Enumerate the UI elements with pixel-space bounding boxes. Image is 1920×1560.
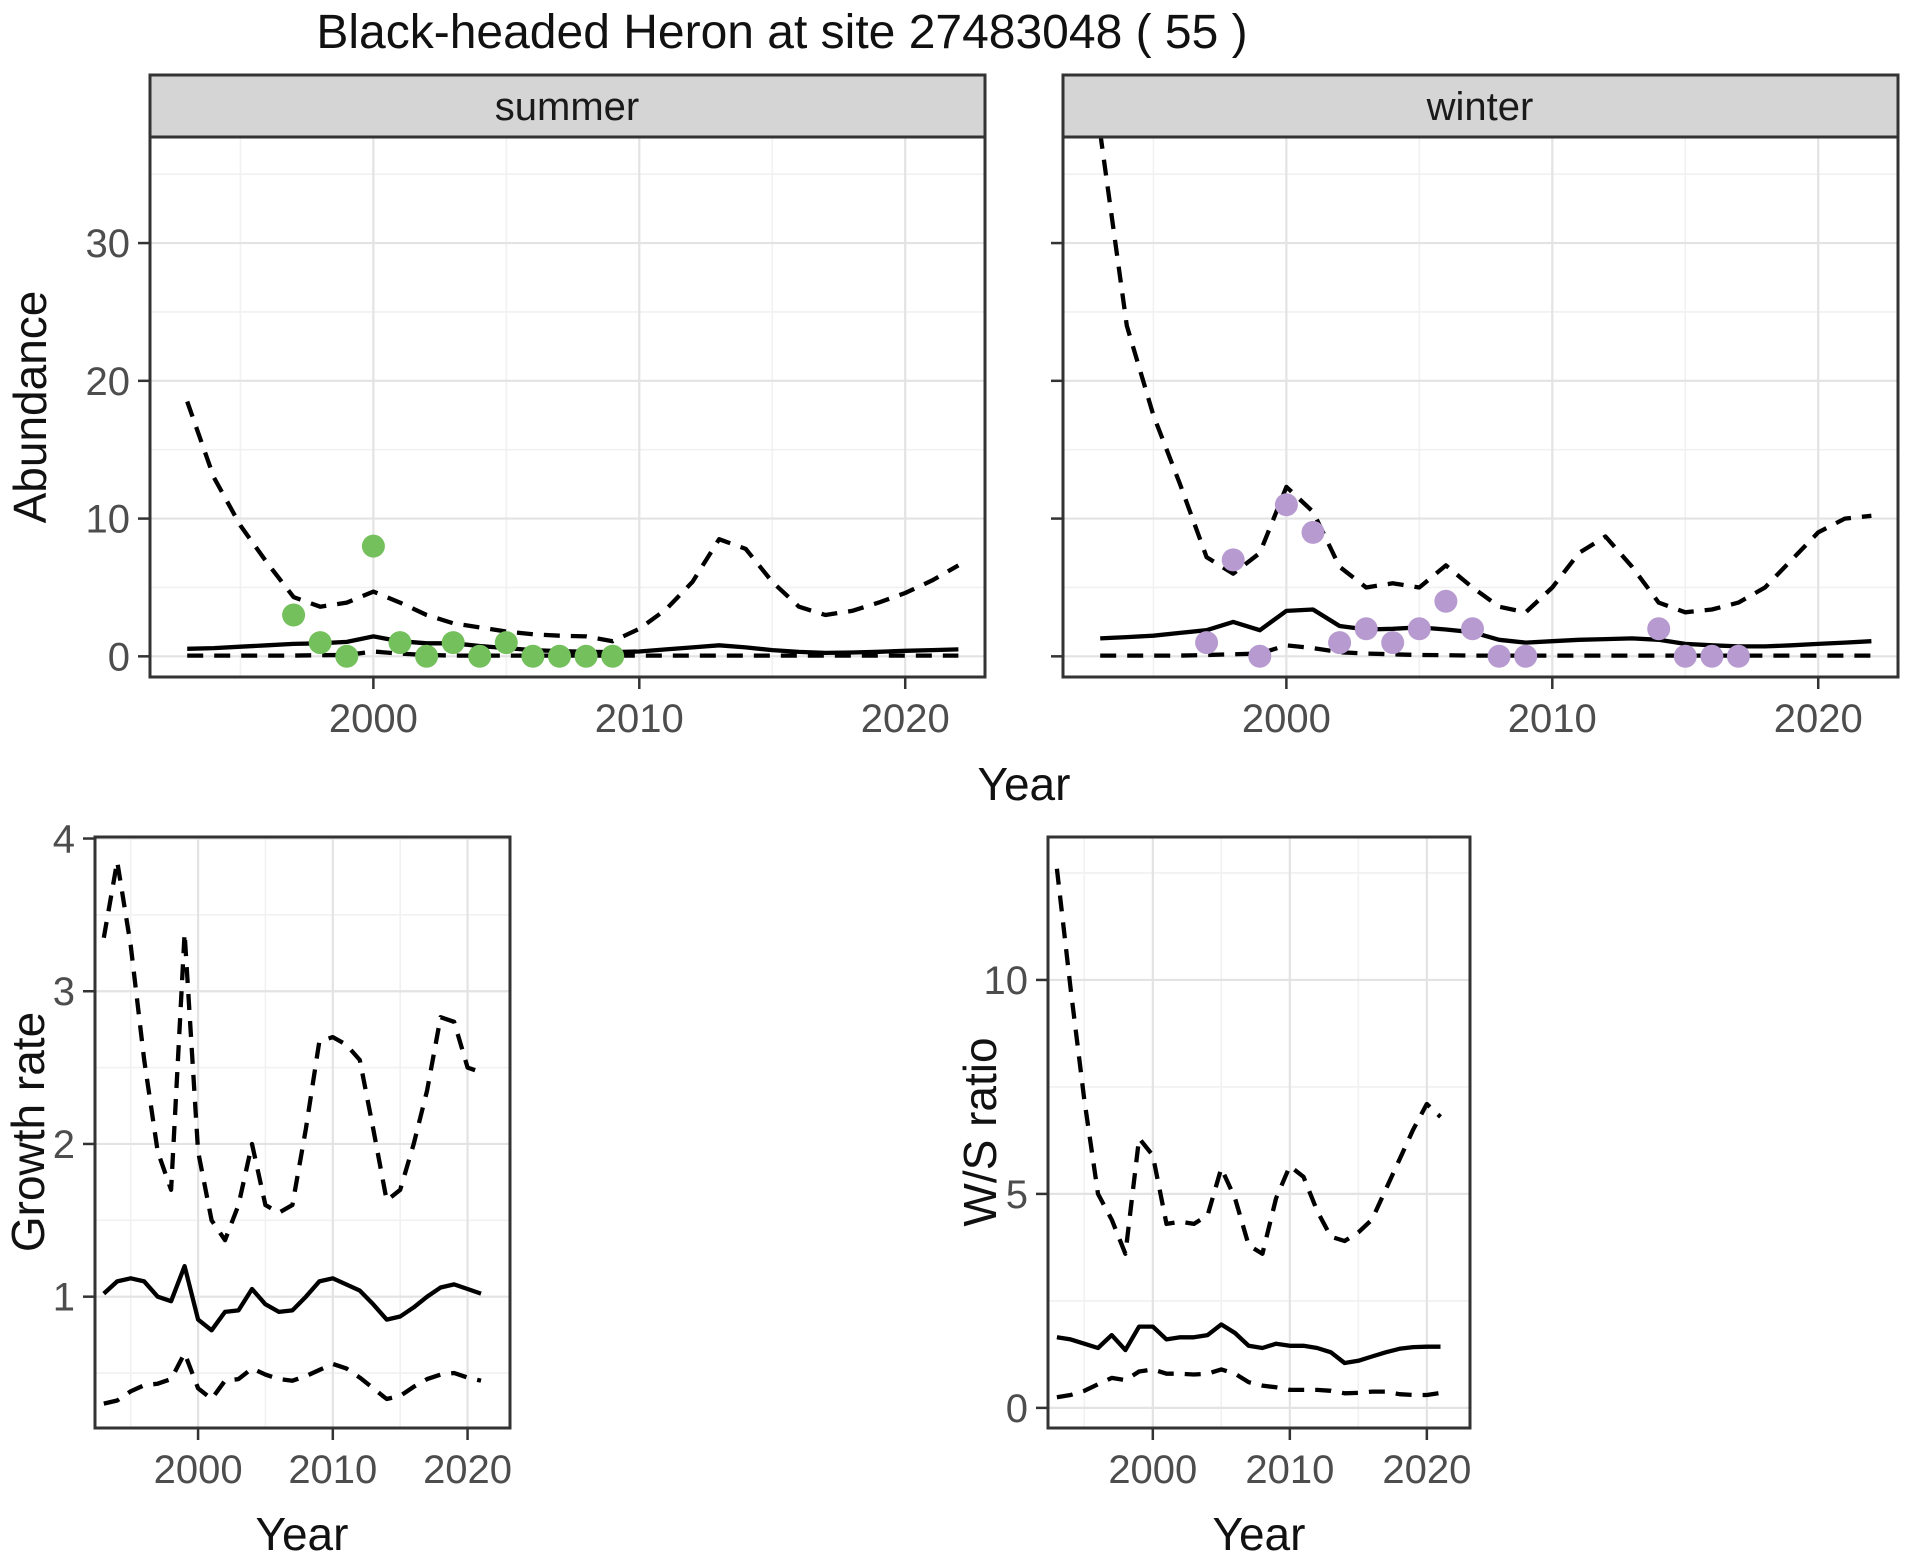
lower-ci-line	[187, 649, 959, 658]
panel-abundance-summer: 2000 2010 2020 0 10 20 30	[86, 73, 987, 741]
data-point	[1461, 617, 1484, 641]
lower-ci-line	[1056, 1367, 1441, 1400]
facet-strip-label-summer: summer	[495, 85, 639, 129]
data-point	[441, 631, 465, 655]
panel-background	[95, 837, 510, 1428]
y-tick-label: 10	[984, 959, 1029, 1003]
data-point	[1381, 631, 1405, 655]
upper-ci-line	[185, 400, 960, 644]
year-axis-title-top: Year	[978, 758, 1071, 810]
data-point	[1434, 589, 1458, 613]
data-point	[494, 631, 518, 655]
data-point	[1301, 520, 1325, 544]
series-group	[185, 400, 960, 668]
data-point	[415, 644, 439, 668]
data-point	[308, 631, 332, 655]
data-point	[1274, 493, 1298, 517]
data-point	[1700, 644, 1724, 668]
data-point	[1195, 631, 1219, 655]
x-tick-label: 2010	[1245, 1448, 1334, 1492]
facet-strip-label-winter: winter	[1426, 85, 1534, 129]
data-point	[282, 603, 306, 627]
panel-background	[1048, 837, 1470, 1428]
y-tick-label: 20	[86, 360, 131, 404]
series-group	[1098, 137, 1872, 668]
x-tick-label: 2020	[1382, 1448, 1471, 1492]
y-tick-label: 1	[53, 1276, 75, 1320]
median-line	[102, 1263, 482, 1333]
data-point	[1647, 617, 1671, 641]
data-point	[1407, 617, 1431, 641]
year-axis-title-bottom-left: Year	[256, 1508, 349, 1560]
year-axis-title-bottom-right: Year	[1213, 1508, 1306, 1560]
lower-ci-line	[103, 1351, 482, 1406]
x-tick-label: 2020	[1774, 697, 1863, 741]
data-point	[548, 644, 571, 668]
y-tick-label: 3	[53, 970, 75, 1014]
panel-abundance-winter: 2000 2010 2020	[1051, 73, 1900, 741]
data-point	[388, 631, 412, 655]
data-point	[1726, 644, 1750, 668]
data-point	[335, 644, 359, 668]
y-tick-label: 0	[1006, 1387, 1028, 1431]
x-tick-label: 2000	[154, 1448, 243, 1492]
data-point	[1248, 644, 1272, 668]
y-tick-label: 5	[1006, 1173, 1028, 1217]
y-tick-label: 2	[53, 1123, 75, 1167]
y-tick-label: 0	[108, 635, 130, 679]
y-tick-label: 30	[86, 222, 131, 266]
x-tick-label: 2000	[329, 697, 418, 741]
x-tick-label: 2010	[595, 697, 684, 741]
data-point	[361, 534, 385, 558]
series-group	[101, 859, 482, 1406]
panel-ws-ratio: 2000 2010 2020 0 5 10	[984, 835, 1472, 1492]
x-tick-label: 2020	[861, 697, 950, 741]
abundance-axis-title: Abundance	[4, 291, 56, 524]
upper-ci-line	[1054, 868, 1442, 1256]
data-point	[521, 644, 545, 668]
y-tick-label: 4	[53, 818, 75, 862]
x-tick-label: 2000	[1242, 697, 1331, 741]
facet-strip	[1061, 73, 1900, 139]
x-tick-label: 2010	[288, 1448, 377, 1492]
series-group	[1054, 868, 1442, 1400]
panel-border	[93, 835, 512, 1430]
upper-ci-line	[101, 859, 482, 1243]
data-point	[1487, 644, 1511, 668]
x-tick-label: 2020	[423, 1448, 512, 1492]
data-point	[468, 644, 492, 668]
panel-growth-rate: 2000 2010 2020 1 2 3 4	[53, 818, 512, 1492]
median-line	[1056, 1322, 1441, 1366]
y-tick-label: 10	[86, 498, 131, 542]
data-point	[574, 644, 598, 668]
data-point	[1354, 617, 1378, 641]
upper-ci-line	[1098, 137, 1872, 615]
data-point	[601, 644, 625, 668]
x-tick-label: 2010	[1508, 697, 1597, 741]
lower-ci-line	[1100, 643, 1872, 658]
ws-ratio-axis-title: W/S ratio	[954, 1037, 1006, 1226]
data-point	[1673, 644, 1697, 668]
panel-background	[150, 137, 985, 677]
data-point	[1221, 548, 1245, 572]
panel-border	[1046, 835, 1472, 1430]
data-point	[1514, 644, 1538, 668]
data-point	[1328, 631, 1352, 655]
facet-strip	[148, 73, 987, 139]
x-tick-label: 2000	[1108, 1448, 1197, 1492]
plot-title: Black-headed Heron at site 27483048 ( 55…	[316, 6, 1247, 59]
panel-background	[1063, 137, 1898, 677]
growth-rate-axis-title: Growth rate	[2, 1012, 54, 1252]
